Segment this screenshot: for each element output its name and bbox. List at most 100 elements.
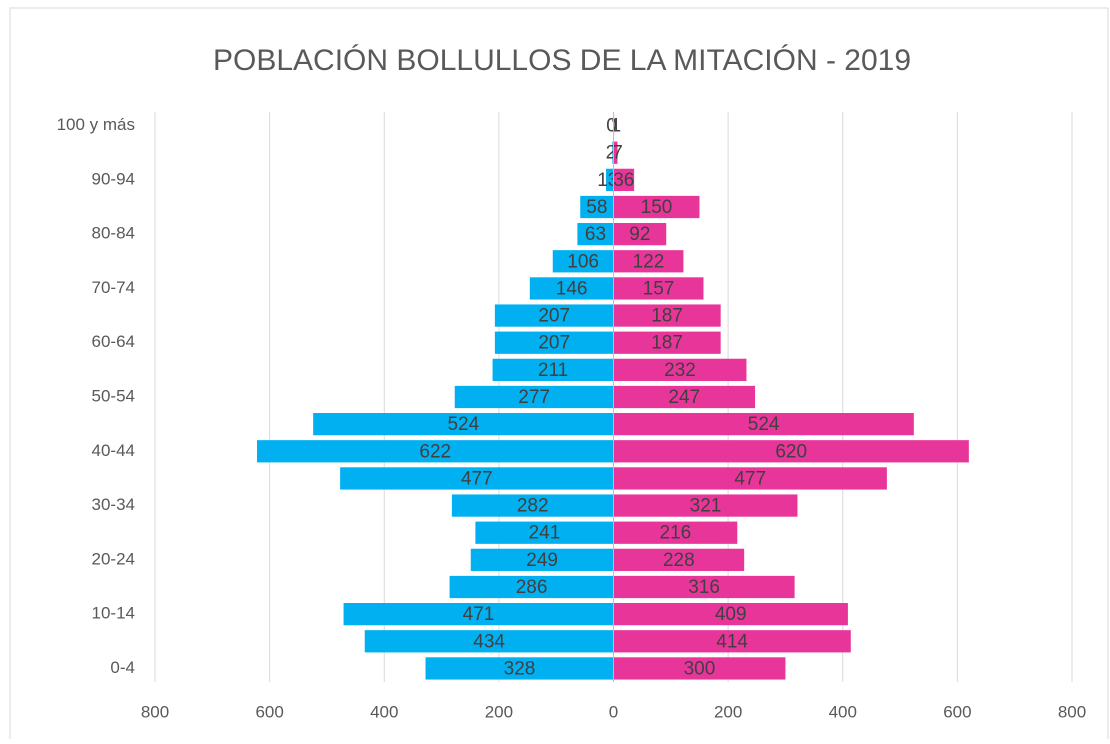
bar — [425, 657, 614, 680]
data-label: 277 — [518, 387, 550, 408]
data-label: 1 — [610, 116, 621, 137]
y-tick-label: 20-24 — [92, 549, 135, 568]
bar — [580, 195, 614, 219]
data-label: 471 — [463, 604, 495, 625]
bar — [364, 630, 614, 653]
y-tick-label: 0-4 — [110, 658, 135, 677]
data-label: 187 — [651, 306, 683, 327]
bar — [613, 521, 738, 544]
data-label: 187 — [651, 333, 683, 354]
data-label: 434 — [473, 631, 505, 652]
bar — [613, 575, 795, 599]
y-tick-label: 60-64 — [92, 332, 135, 351]
data-label: 58 — [586, 197, 607, 218]
bar — [613, 494, 798, 517]
bar — [613, 603, 848, 626]
x-tick-label: 200 — [714, 702, 742, 721]
data-label: 146 — [556, 278, 588, 299]
bar — [454, 385, 614, 409]
bar — [613, 304, 721, 327]
bar — [257, 440, 614, 463]
x-tick-label: 400 — [829, 702, 857, 721]
bar — [613, 223, 667, 246]
bar — [470, 548, 614, 571]
x-tick-label: 200 — [485, 702, 513, 721]
bar — [613, 358, 747, 381]
data-label: 300 — [684, 658, 716, 679]
bar — [340, 467, 614, 490]
data-label: 620 — [775, 441, 807, 462]
data-label: 92 — [629, 224, 650, 245]
bar — [613, 195, 700, 219]
bar — [492, 358, 614, 381]
bar — [343, 603, 614, 626]
data-label: 249 — [526, 550, 558, 571]
data-label: 316 — [688, 577, 720, 598]
data-label: 216 — [660, 523, 692, 544]
bar — [451, 494, 614, 517]
bar — [313, 413, 614, 436]
data-label: 0 — [606, 116, 617, 137]
data-label: 2 — [606, 143, 617, 164]
data-label: 232 — [664, 360, 696, 381]
bar — [612, 141, 614, 164]
y-tick-label: 90-94 — [92, 169, 135, 188]
bar — [613, 385, 756, 409]
bar — [613, 630, 851, 653]
bar — [613, 141, 618, 164]
data-label: 106 — [567, 251, 599, 272]
bar — [552, 250, 614, 273]
data-label: 286 — [516, 577, 548, 598]
data-label: 36 — [613, 170, 634, 191]
bar — [613, 250, 684, 273]
data-label: 328 — [504, 658, 536, 679]
data-label: 477 — [734, 468, 766, 489]
data-label: 228 — [663, 550, 695, 571]
bar — [613, 657, 786, 680]
y-tick-label: 100 y más — [57, 115, 135, 134]
data-label: 282 — [517, 496, 549, 517]
x-tick-label: 600 — [255, 702, 283, 721]
bar — [494, 331, 614, 354]
y-tick-label: 70-74 — [92, 278, 135, 297]
data-label: 207 — [538, 306, 570, 327]
bar — [577, 223, 614, 246]
x-tick-label: 0 — [609, 702, 618, 721]
chart-title: POBLACIÓN BOLLULLOS DE LA MITACIÓN - 201… — [213, 44, 911, 77]
bar — [613, 467, 887, 490]
data-label: 409 — [715, 604, 747, 625]
bar — [613, 277, 704, 300]
data-label: 477 — [461, 468, 493, 489]
data-label: 241 — [529, 523, 561, 544]
data-label: 524 — [447, 414, 479, 435]
data-label: 622 — [419, 441, 451, 462]
bar — [613, 440, 969, 463]
bar — [613, 413, 914, 436]
data-label: 321 — [690, 496, 722, 517]
x-tick-label: 600 — [943, 702, 971, 721]
bar — [475, 521, 614, 544]
x-tick-label: 800 — [141, 702, 169, 721]
x-tick-label: 800 — [1058, 702, 1086, 721]
bar — [494, 304, 614, 327]
bar — [613, 331, 721, 354]
y-tick-label: 50-54 — [92, 386, 135, 405]
data-label: 524 — [748, 414, 780, 435]
x-tick-label: 400 — [370, 702, 398, 721]
y-tick-label: 80-84 — [92, 224, 135, 243]
data-label: 414 — [716, 631, 748, 652]
bar — [613, 168, 635, 191]
data-label: 122 — [633, 251, 665, 272]
data-label: 63 — [585, 224, 606, 245]
bar — [613, 548, 745, 571]
y-tick-label: 10-14 — [92, 604, 135, 623]
bar — [606, 168, 614, 191]
data-label: 211 — [538, 360, 568, 381]
data-label: 247 — [668, 387, 700, 408]
bar — [449, 575, 614, 599]
y-tick-label: 40-44 — [92, 441, 135, 460]
bar — [529, 277, 614, 300]
data-label: 207 — [538, 333, 570, 354]
data-label: 7 — [612, 143, 623, 164]
